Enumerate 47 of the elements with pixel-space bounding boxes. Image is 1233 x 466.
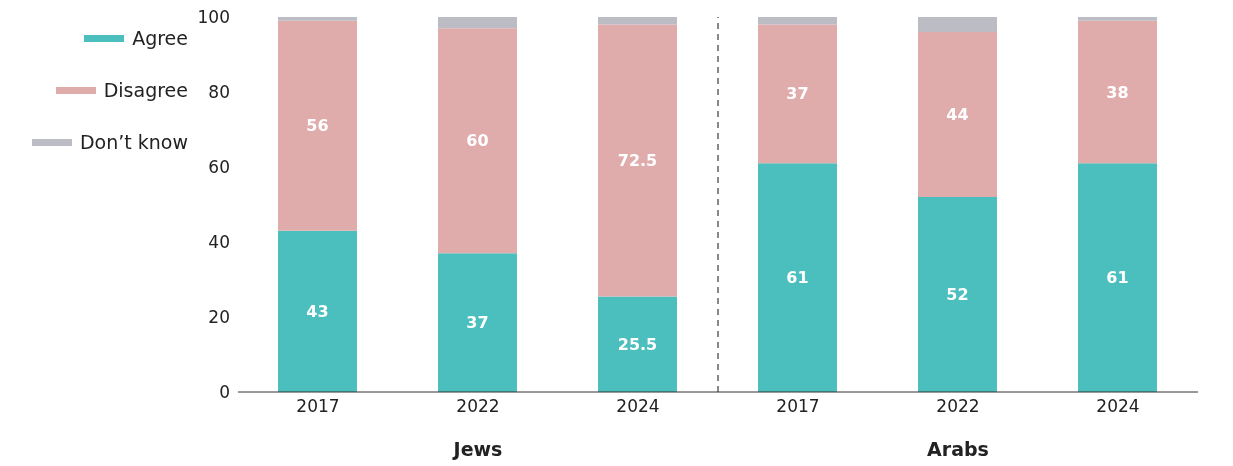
data-label: 52 [946,285,969,304]
legend-label: Don’t know [79,131,188,153]
bar [758,24,837,164]
text: Arabs [926,438,990,460]
data-label: 61 [786,268,809,288]
data-label: 61 [1106,268,1129,288]
y-tick-label: 60 [208,157,230,178]
y-tick-label: 0 [219,382,230,403]
bar [918,197,997,392]
data-label: 43 [306,301,329,321]
x-tick-label: 2022 [936,396,980,417]
bar [438,253,517,392]
data-label: 37 [786,84,809,104]
bar [598,296,677,392]
x-tick-label: 2024 [616,396,660,417]
data-label: 60 [466,131,489,151]
data-label: 38 [1106,82,1129,102]
bar [278,17,357,21]
x-tick-label: 2022 [456,396,500,417]
bar [278,20,357,231]
bar [438,28,517,254]
data-label: 37 [466,313,489,333]
bar [1078,20,1157,164]
data-label: 56 [306,116,329,136]
bar [918,17,997,32]
data-label: 44 [946,105,969,124]
y-tick-label: 80 [208,82,230,103]
bar [758,17,837,25]
legend-label: Agree [132,27,188,49]
bar [278,230,357,392]
bar [438,17,517,29]
x-tick-label: 2017 [296,396,340,417]
bar [1078,163,1157,392]
y-tick-label: 20 [208,307,230,328]
bar [918,32,997,197]
x-tick-label: 2024 [1096,396,1140,417]
legend-label: Disagree [103,79,188,101]
bar [598,17,677,25]
bar [758,163,837,392]
data-label: 72.5 [617,150,658,170]
bar [1078,17,1157,21]
y-tick-label: 100 [197,7,230,28]
x-tick-label: 2017 [776,396,820,417]
bar [598,24,677,297]
y-tick-label: 40 [208,232,230,253]
text: Jews [451,438,504,460]
data-label: 25.5 [617,334,658,354]
